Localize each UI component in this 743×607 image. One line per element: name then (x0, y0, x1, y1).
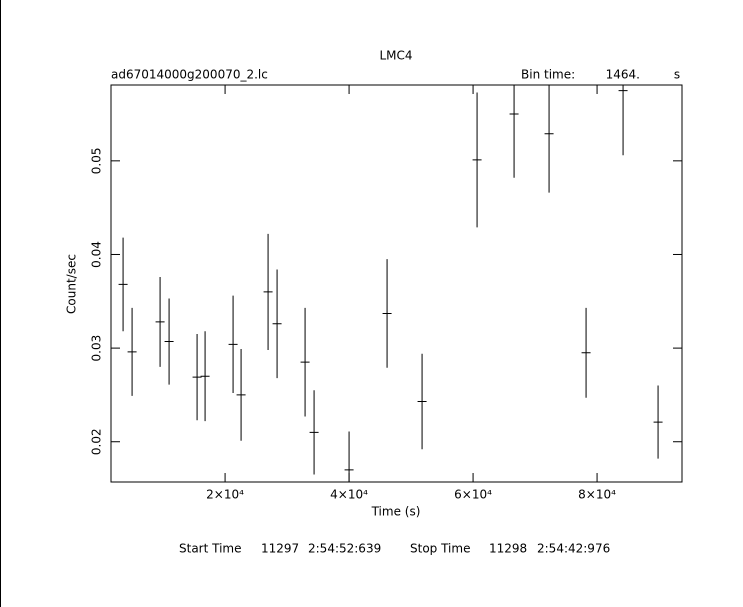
error-bar (581, 307, 591, 398)
file-name: ad67014000g200070_2.lc (111, 68, 268, 82)
bin-time-label: Bin time: (521, 68, 575, 82)
error-bar (127, 307, 137, 396)
y-tick-label: 0.05 (90, 147, 104, 174)
x-tick-label: 6×10⁴ (454, 488, 492, 502)
x-tick-label: 2×10⁴ (206, 488, 244, 502)
error-bar (544, 85, 554, 193)
error-bar (653, 385, 663, 459)
error-bar (417, 353, 427, 450)
plot-frame (110, 84, 683, 483)
error-bar (200, 331, 210, 422)
bin-time: 1464. (606, 68, 640, 82)
y-axis-label: Count/sec (65, 254, 79, 314)
error-bar (309, 390, 319, 475)
x-axis-label: Time (s) (371, 505, 421, 519)
bin-time-unit: s (674, 68, 680, 82)
error-bar (192, 334, 202, 421)
error-bar (118, 237, 128, 332)
error-bar (472, 92, 482, 228)
start-day: 11297 (261, 542, 299, 556)
start-time: 2:54:52:639 (308, 542, 381, 556)
plot-area (118, 85, 663, 482)
y-tick-label: 0.02 (90, 428, 104, 455)
error-bar (300, 307, 310, 417)
stop-time: 2:54:42:976 (537, 542, 610, 556)
error-bar (263, 233, 273, 350)
error-bar (164, 298, 174, 385)
error-bar (382, 259, 392, 368)
stop-day: 11298 (489, 542, 527, 556)
error-bar (509, 85, 519, 178)
error-bar (155, 276, 165, 367)
stop-label: Stop Time (410, 542, 470, 556)
y-tick-label: 0.03 (90, 335, 104, 362)
error-bar (618, 85, 628, 156)
error-bar (272, 269, 282, 379)
chart-title: LMC4 (379, 49, 412, 63)
y-tick-label: 0.04 (90, 241, 104, 268)
error-bar (236, 349, 246, 441)
x-tick-label: 8×10⁴ (578, 488, 616, 502)
error-bar (344, 431, 354, 482)
start-label: Start Time (179, 542, 242, 556)
x-tick-label: 4×10⁴ (330, 488, 368, 502)
error-bar (228, 295, 238, 394)
